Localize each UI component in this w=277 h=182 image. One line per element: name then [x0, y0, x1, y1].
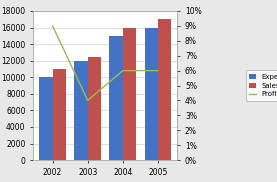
Legend: Expenses, Sales, Profit: Expenses, Sales, Profit	[246, 70, 277, 101]
Bar	[74, 61, 88, 160]
Bar	[158, 19, 171, 160]
Bar	[145, 27, 158, 160]
Bar	[53, 69, 66, 160]
Bar	[109, 36, 123, 160]
Bar	[39, 77, 53, 160]
Bar	[88, 57, 101, 160]
Bar	[123, 27, 136, 160]
